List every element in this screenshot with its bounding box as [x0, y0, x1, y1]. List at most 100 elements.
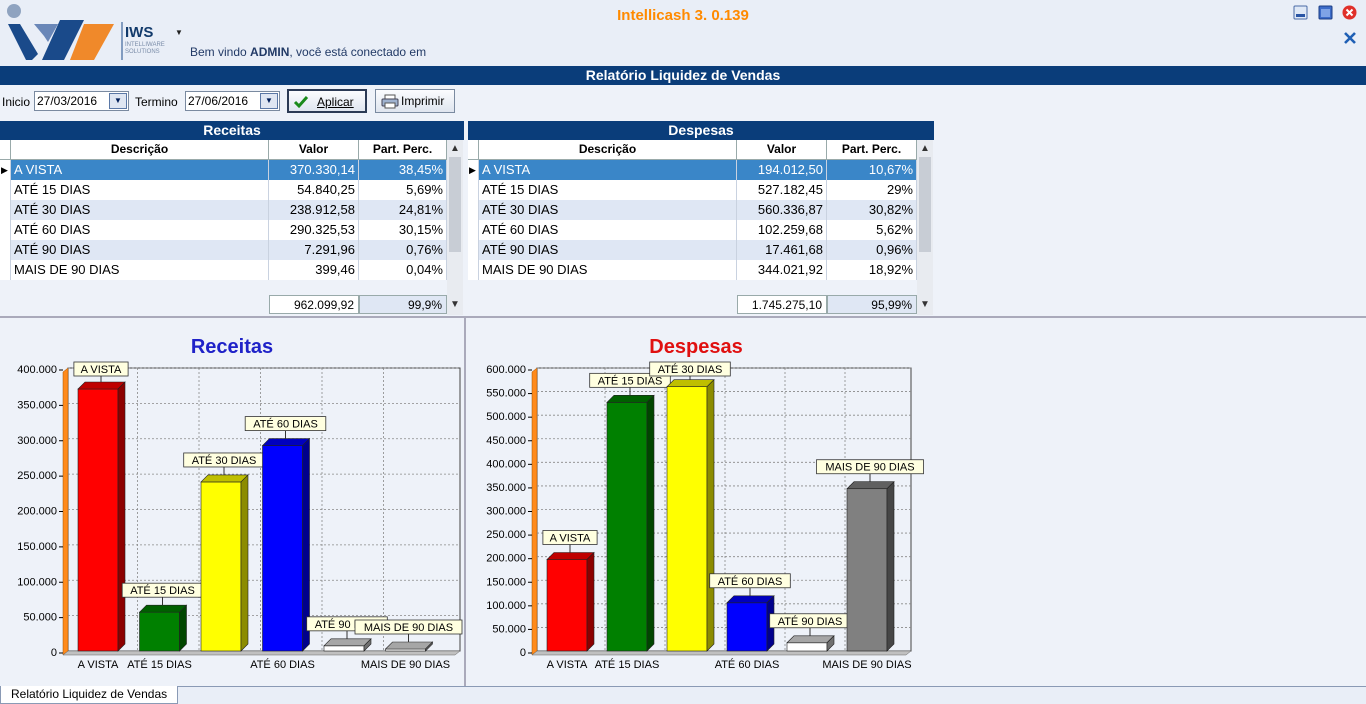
column-header-descricao[interactable]: Descrição: [479, 140, 737, 160]
y-tick-label: 250.000: [17, 470, 57, 482]
x-tick-label: MAIS DE 90 DIAS: [822, 659, 911, 671]
row-indicator: [0, 200, 11, 220]
cell-valor: 238.912,58: [269, 200, 359, 220]
column-header-descricao[interactable]: Descrição: [11, 140, 269, 160]
close-tab-icon[interactable]: [1343, 31, 1357, 45]
data-label-box: [73, 361, 129, 377]
cell-part: 24,81%: [359, 200, 447, 220]
bar: [666, 386, 708, 652]
cell-part: 38,45%: [359, 160, 447, 180]
bar: [77, 388, 119, 652]
scroll-up-icon[interactable]: ▲: [450, 143, 460, 154]
bar-side: [179, 604, 187, 652]
cell-descricao: ATÉ 90 DIAS: [479, 240, 737, 260]
table-row[interactable]: ATÉ 90 DIAS 7.291,96 0,76%: [0, 240, 447, 260]
scroll-up-icon[interactable]: ▲: [920, 143, 930, 154]
data-label-box: [709, 573, 791, 589]
cell-descricao: ATÉ 30 DIAS: [479, 200, 737, 220]
y-tick-label: 400.000: [486, 458, 526, 470]
y-tick-label: 200.000: [17, 506, 57, 518]
table-row[interactable]: ▶ A VISTA 370.330,14 38,45%: [0, 160, 447, 180]
splitter-horizontal[interactable]: [0, 316, 1366, 318]
y-tick-label: 100.000: [17, 576, 57, 588]
inicio-dropdown-icon[interactable]: ▼: [109, 93, 127, 109]
data-label: ATÉ 15 DIAS: [130, 584, 195, 597]
termino-date-field[interactable]: 27/06/2016 ▼: [185, 91, 280, 111]
column-header-valor[interactable]: Valor: [269, 140, 359, 160]
column-header-part[interactable]: Part. Perc.: [359, 140, 447, 160]
cell-part: 5,69%: [359, 180, 447, 200]
row-indicator: [468, 220, 479, 240]
table-row[interactable]: ATÉ 60 DIAS 102.259,68 5,62%: [468, 220, 917, 240]
y-tick-label: 100.000: [486, 600, 526, 612]
x-tick-label: A VISTA: [547, 659, 588, 671]
cell-descricao: A VISTA: [479, 160, 737, 180]
close-icon[interactable]: [1342, 5, 1357, 20]
welcome-prefix: Bem vindo: [190, 45, 251, 59]
table-row[interactable]: ▶ A VISTA 194.012,50 10,67%: [468, 160, 917, 180]
y-tick-label: 350.000: [17, 399, 57, 411]
scroll-down-icon[interactable]: ▼: [450, 299, 460, 310]
bar: [200, 481, 242, 652]
despesas-total-valor: 1.745.275,10: [737, 295, 827, 314]
splitter-vertical[interactable]: [464, 318, 466, 686]
bar-top: [666, 379, 715, 388]
cell-valor: 54.840,25: [269, 180, 359, 200]
row-indicator: [468, 180, 479, 200]
logo-menu-caret-icon[interactable]: ▼: [175, 28, 183, 37]
column-header-valor[interactable]: Valor: [737, 140, 827, 160]
receitas-chart-panel: Receitas 0 50.000 100.000 150.000 200.000 250…: [0, 320, 464, 686]
cell-valor: 344.021,92: [737, 260, 827, 280]
row-indicator: ▶: [468, 160, 479, 180]
table-row[interactable]: ATÉ 15 DIAS 54.840,25 5,69%: [0, 180, 447, 200]
column-header-part[interactable]: Part. Perc.: [827, 140, 917, 160]
bar-top: [323, 638, 372, 647]
y-tick-label: 300.000: [17, 435, 57, 447]
table-row[interactable]: MAIS DE 90 DIAS 344.021,92 18,92%: [468, 260, 917, 280]
termino-label: Termino: [135, 95, 178, 109]
scroll-thumb[interactable]: [449, 157, 461, 252]
y-tick-label: 0: [520, 647, 526, 659]
data-label: ATÉ 30 DIAS: [192, 454, 257, 467]
x-tick-label: MAIS DE 90 DIAS: [361, 659, 450, 671]
data-label: A VISTA: [550, 532, 591, 544]
row-indicator: [468, 240, 479, 260]
top-bar: IWS INTELLIWARE SOLUTIONS ▼ Intellicash …: [0, 0, 1366, 66]
table-row[interactable]: ATÉ 15 DIAS 527.182,45 29%: [468, 180, 917, 200]
despesas-chart-panel: Despesas 0 50.000 100.000 150.000 200.000 250…: [466, 320, 926, 686]
tab-relatorio-liquidez[interactable]: Relatório Liquidez de Vendas: [0, 686, 179, 704]
cell-descricao: ATÉ 60 DIAS: [479, 220, 737, 240]
bar: [546, 559, 588, 652]
data-label: MAIS DE 90 DIAS: [825, 462, 914, 474]
scroll-thumb[interactable]: [919, 157, 931, 252]
bar-side: [363, 638, 372, 652]
table-row[interactable]: ATÉ 60 DIAS 290.325,53 30,15%: [0, 220, 447, 240]
data-label: ATÉ 60 DIAS: [253, 418, 318, 431]
y-tick-label: 300.000: [486, 506, 526, 518]
data-label: ATÉ 15 DIAS: [598, 374, 663, 387]
row-indicator: [468, 260, 479, 280]
table-row[interactable]: ATÉ 90 DIAS 17.461,68 0,96%: [468, 240, 917, 260]
welcome-suffix: , você está conectado em: [289, 45, 427, 59]
row-indicator: [0, 180, 11, 200]
table-row[interactable]: ATÉ 30 DIAS 560.336,87 30,82%: [468, 200, 917, 220]
print-button[interactable]: Imprimir: [375, 89, 455, 113]
maximize-icon[interactable]: [1318, 5, 1333, 20]
despesas-scrollbar[interactable]: ▲ ▼: [917, 140, 933, 315]
data-label: ATÉ 90 DIAS: [778, 615, 843, 628]
cell-part: 18,92%: [827, 260, 917, 280]
table-row[interactable]: MAIS DE 90 DIAS 399,46 0,04%: [0, 260, 447, 280]
termino-dropdown-icon[interactable]: ▼: [260, 93, 278, 109]
receitas-chart-title: Receitas: [190, 336, 274, 358]
bar-top: [786, 635, 835, 644]
cell-part: 0,04%: [359, 260, 447, 280]
bar-side: [425, 641, 433, 652]
receitas-scrollbar[interactable]: ▲ ▼: [447, 140, 463, 315]
cell-part: 0,76%: [359, 240, 447, 260]
scroll-down-icon[interactable]: ▼: [920, 299, 930, 310]
apply-button[interactable]: Aplicar: [287, 89, 367, 113]
report-title: Relatório Liquidez de Vendas: [0, 66, 1366, 85]
inicio-date-field[interactable]: 27/03/2016 ▼: [34, 91, 129, 111]
table-row[interactable]: ATÉ 30 DIAS 238.912,58 24,81%: [0, 200, 447, 220]
minimize-icon[interactable]: [1293, 5, 1308, 20]
